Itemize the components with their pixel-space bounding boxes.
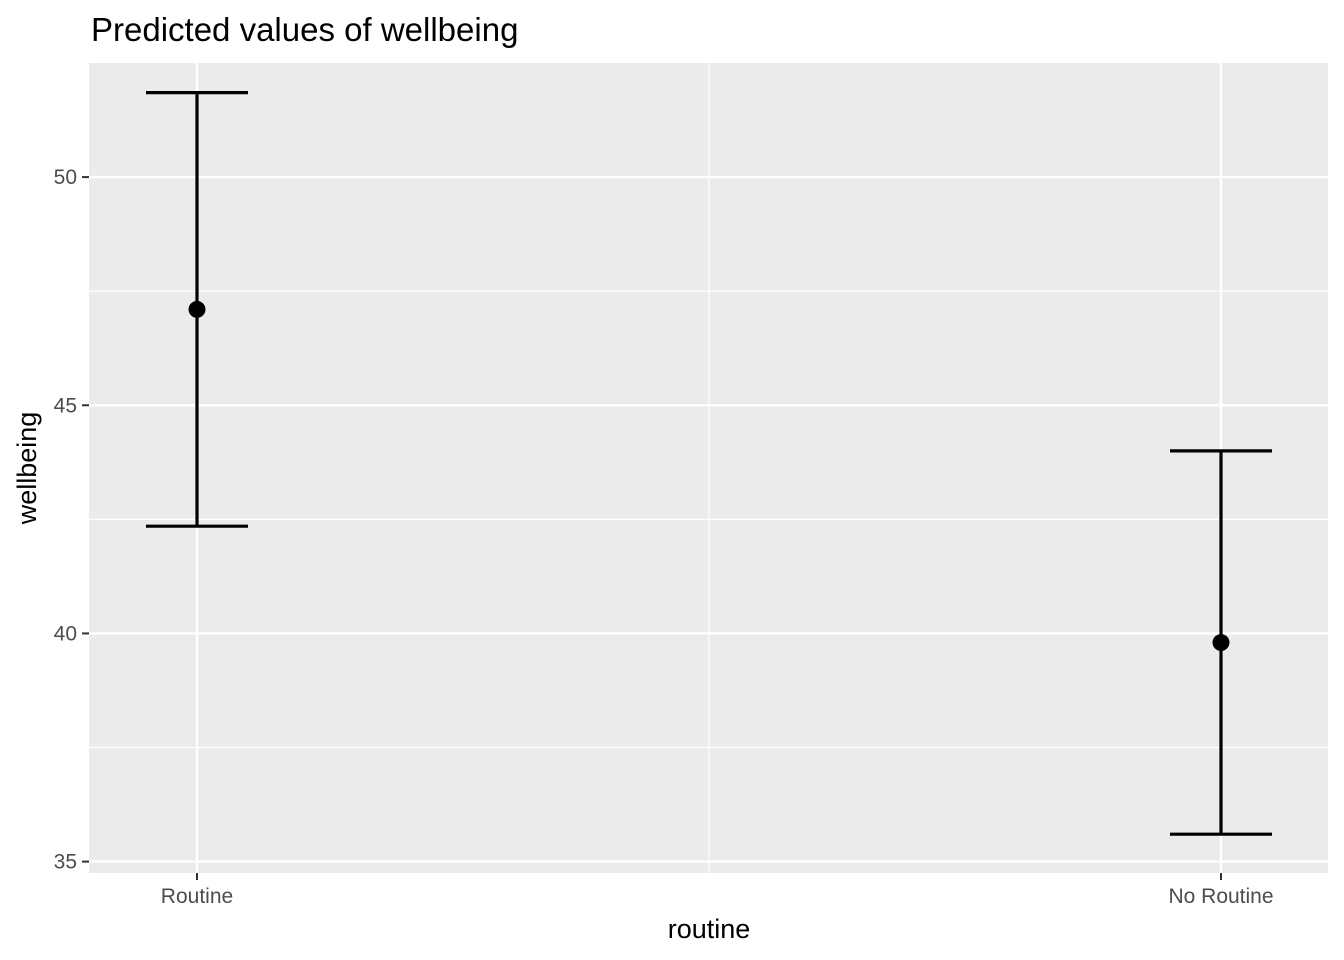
y-tick-labels: 35 40 45 50 [54,166,77,874]
y-tick-label: 35 [54,851,77,874]
chart-title: Predicted values of wellbeing [91,11,518,48]
x-tick-label: No Routine [1168,885,1273,908]
y-tick-label: 45 [54,394,77,417]
predicted-value-point [1212,634,1230,652]
axis-ticks [82,176,1222,880]
y-tick-label: 40 [54,622,77,645]
error-bars [146,91,1272,836]
predicted-value-point [188,300,206,318]
x-tick-label: Routine [161,885,233,908]
y-axis-title: wellbeing [12,412,42,526]
y-tick-label: 50 [54,166,77,189]
x-tick-labels: Routine No Routine [161,885,1274,908]
grid-minor [89,63,1328,873]
x-axis-title: routine [668,914,751,944]
